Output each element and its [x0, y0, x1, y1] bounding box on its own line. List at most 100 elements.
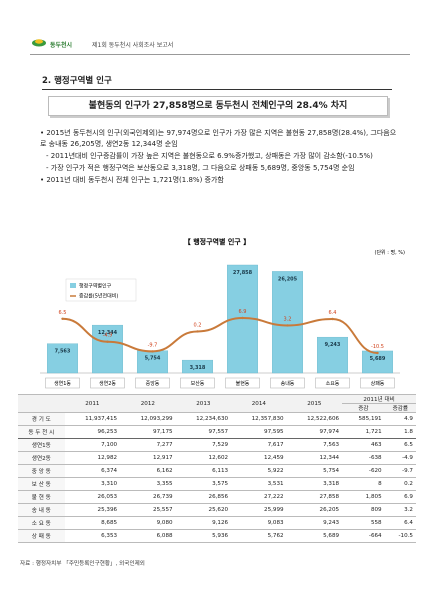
- table-cell: 558: [342, 516, 385, 530]
- chart-unit: (단위 : 명, %): [375, 249, 406, 256]
- rate-label: -10.5: [371, 344, 384, 350]
- table-cell: 12,234,630: [175, 412, 232, 426]
- table-cell: 97,595: [231, 425, 287, 439]
- x-tick-label: 상패동: [371, 380, 385, 387]
- table-cell: 7,563: [286, 438, 343, 452]
- table-cell: 12,093,299: [120, 412, 176, 426]
- table-cell: 8,685: [64, 516, 121, 530]
- bar-label: 12,344: [98, 330, 118, 336]
- table-cell: -638: [342, 451, 385, 465]
- table-cell: -10.5: [384, 529, 416, 543]
- table-cell: 상 패 동: [18, 529, 65, 543]
- chart-title: 【 행정구역별 인구 】: [184, 237, 250, 246]
- table-cell: 27,858: [286, 490, 343, 504]
- bar-label: 27,858: [233, 270, 253, 276]
- table-cell: 6,162: [120, 464, 176, 478]
- rate-point: [196, 330, 199, 333]
- table-cell: 3,310: [64, 477, 121, 491]
- table-cell: 6,374: [64, 464, 121, 478]
- header-cell: 2015: [286, 394, 343, 413]
- header: 동두천시 제1회 동두천시 사회조사 보고서: [30, 36, 410, 55]
- table-cell: 1,805: [342, 490, 385, 504]
- org-name: 동두천시: [50, 42, 73, 49]
- table-cell: 5,754: [286, 464, 343, 478]
- table-row: 중 앙 동 6,374 6,162 6,113 5,922 5,754 -620 -9.7: [18, 464, 416, 478]
- x-tick-label: 소요동: [326, 381, 340, 387]
- table-cell: 12,602: [175, 451, 232, 465]
- table-cell: 9,126: [175, 516, 232, 530]
- bar: [47, 343, 79, 374]
- bar: [362, 350, 394, 374]
- table-cell: 463: [342, 438, 385, 452]
- legend-swatch: [70, 283, 76, 288]
- table-row: 송 내 동 25,396 25,557 25,620 25,999 26,205 809 3.…: [18, 503, 416, 517]
- rate-point: [286, 324, 289, 327]
- table-cell: 6.5: [384, 438, 416, 452]
- header-row: 2011 2012 2013 2014 2015 2011년 대비: [18, 394, 416, 413]
- table-cell: 중 앙 동: [18, 464, 65, 478]
- section-title: 2. 행정구역별 인구: [42, 74, 392, 90]
- table-row: 경 기 도 11,937,415 12,093,299 12,234,630 12,35…: [18, 412, 416, 426]
- table-cell: 0.2: [384, 477, 416, 491]
- table-cell: 12,917: [120, 451, 176, 465]
- category-box: [180, 377, 215, 389]
- table-cell: 25,620: [175, 503, 232, 517]
- legend-label: 행정구역별인구: [79, 283, 112, 290]
- header-cell: 2011: [64, 394, 121, 413]
- table-cell: 소 요 동: [18, 516, 65, 530]
- table-row: 생연1동 7,100 7,277 7,529 7,617 7,563 463 6.5: [18, 438, 416, 452]
- legend-box: [65, 278, 137, 302]
- table-cell: 97,557: [175, 425, 232, 439]
- table-cell: 3,575: [175, 477, 232, 491]
- source: 자료 : 행정자치부 「주민등록인구현황」, 외국인제외: [20, 561, 145, 567]
- table-row: 동 두 천 시 96,253 97,175 97,557 97,595 97,974 1,7…: [18, 425, 416, 439]
- table-cell: -664: [342, 529, 385, 543]
- category-box: [270, 377, 305, 389]
- rate-label: -9.7: [148, 342, 158, 348]
- table-cell: 8: [342, 477, 385, 491]
- table-cell: 경 기 도: [18, 412, 65, 426]
- table-cell: 9,080: [120, 516, 176, 530]
- rate-point: [376, 351, 379, 355]
- category-box: [90, 377, 125, 389]
- table-row: 소 요 동 8,685 9,080 9,126 9,083 9,243 558 6.4: [18, 516, 416, 530]
- bar-label: 5,754: [145, 356, 161, 362]
- table-cell: 생연2동: [18, 451, 65, 465]
- table-cell: 6.4: [384, 516, 416, 530]
- table-cell: 97,175: [120, 425, 176, 439]
- table-cell: 26,053: [64, 490, 121, 504]
- category-box: [45, 377, 80, 389]
- x-tick-label: 보산동: [191, 380, 205, 387]
- table-cell: 96,253: [64, 425, 121, 439]
- bar: [91, 324, 123, 374]
- table-cell: 12,459: [231, 451, 287, 465]
- bar-label: 9,243: [325, 342, 341, 348]
- data-table: 2011 2012 2013 2014 2015 2011년 대비 증감 증감률 경 기 도 11…: [18, 394, 416, 543]
- bullets: • 2015년 동두천시의 인구(외국인제외)는 97,974명으로 인구가 가…: [40, 128, 400, 187]
- category-box: [135, 377, 170, 389]
- table-cell: 불 현 동: [18, 490, 65, 504]
- rate-label: 0.2: [194, 322, 202, 328]
- legend-label: 증감률(5년전대비): [79, 293, 118, 300]
- header-cell: 2014: [231, 394, 287, 413]
- chart: 【 행정구역별 인구 】 (단위 : 명, %) 7,563 생연1동 12,344…: [40, 237, 406, 389]
- table-cell: 27,222: [231, 490, 287, 504]
- header-cell: 2011년 대비: [342, 394, 416, 404]
- table-cell: 송 내 동: [18, 503, 65, 517]
- table-row: 생연2동 12,982 12,917 12,602 12,459 12,344 -638 -4…: [18, 451, 416, 465]
- logo: [32, 39, 46, 47]
- table-cell: 6,113: [175, 464, 232, 478]
- bar: [181, 359, 213, 374]
- bar-label: 3,318: [190, 365, 206, 371]
- table-cell: 25,999: [231, 503, 287, 517]
- table-cell: 12,982: [64, 451, 121, 465]
- table-cell: 7,277: [120, 438, 176, 452]
- table-cell: 생연1동: [18, 438, 65, 452]
- bullet: • 2011년 대비 동두천시 전체 인구는 1,721명(1.8%) 증가함: [40, 176, 224, 184]
- rate-point: [106, 340, 109, 343]
- table-cell: 5,936: [175, 529, 232, 543]
- header-cell: 2013: [175, 394, 232, 413]
- bullet: • 2015년 동두천시의 인구(외국인제외)는 97,974명으로 인구가 가…: [40, 129, 397, 148]
- table-cell: 3.2: [384, 503, 416, 517]
- bar-label: 7,563: [55, 349, 71, 355]
